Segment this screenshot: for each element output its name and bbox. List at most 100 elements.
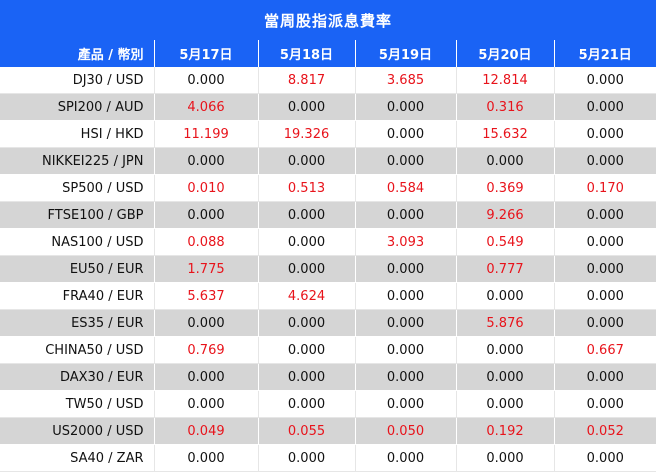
table-row: NAS100 / USD 0.088 0.000 3.093 0.549 0.000 xyxy=(0,228,656,256)
product-cell: SPI200 / AUD xyxy=(0,93,155,121)
rate-cell: 0.055 xyxy=(258,417,356,445)
product-cell: FTSE100 / GBP xyxy=(0,201,155,229)
rate-cell: 0.000 xyxy=(456,147,555,175)
header-row: 產品 / 幣別 5月17日 5月18日 5月19日 5月20日 5月21日 xyxy=(0,40,656,67)
rate-cell: 3.093 xyxy=(355,228,457,256)
rate-cell: 0.000 xyxy=(154,67,259,94)
product-cell: CHINA50 / USD xyxy=(0,336,155,364)
rate-cell: 0.000 xyxy=(456,444,555,472)
rate-cell: 0.000 xyxy=(258,336,356,364)
product-cell: DJ30 / USD xyxy=(0,67,155,94)
table-body: DJ30 / USD 0.000 8.817 3.685 12.814 0.000 SPI2… xyxy=(0,67,656,472)
rate-cell: 5.876 xyxy=(456,309,555,337)
header-product: 產品 / 幣別 xyxy=(0,40,155,67)
rate-cell: 0.000 xyxy=(258,363,356,391)
rate-cell: 5.637 xyxy=(154,282,259,310)
rate-cell: 0.000 xyxy=(554,201,656,229)
rate-cell: 0.000 xyxy=(355,309,457,337)
rate-cell: 4.066 xyxy=(154,93,259,121)
rate-cell: 0.000 xyxy=(554,67,656,94)
product-cell: SP500 / USD xyxy=(0,174,155,202)
product-cell: EU50 / EUR xyxy=(0,255,155,283)
rate-cell: 0.000 xyxy=(258,147,356,175)
product-cell: ES35 / EUR xyxy=(0,309,155,337)
rate-cell: 0.000 xyxy=(456,390,555,418)
rate-cell: 0.000 xyxy=(355,282,457,310)
rate-cell: 0.369 xyxy=(456,174,555,202)
rate-cell: 0.777 xyxy=(456,255,555,283)
rate-cell: 0.000 xyxy=(154,309,259,337)
rate-cell: 0.000 xyxy=(355,147,457,175)
rate-cell: 0.667 xyxy=(554,336,656,364)
product-cell: SA40 / ZAR xyxy=(0,444,155,472)
rate-cell: 0.192 xyxy=(456,417,555,445)
header-date: 5月19日 xyxy=(355,40,457,67)
rate-cell: 0.000 xyxy=(355,363,457,391)
rate-cell: 0.549 xyxy=(456,228,555,256)
table-row: DAX30 / EUR 0.000 0.000 0.000 0.000 0.000 xyxy=(0,363,656,391)
rate-cell: 0.000 xyxy=(258,201,356,229)
rate-cell: 0.000 xyxy=(456,336,555,364)
rate-cell: 0.000 xyxy=(355,336,457,364)
table-row: FRA40 / EUR 5.637 4.624 0.000 0.000 0.000 xyxy=(0,282,656,310)
rate-cell: 0.000 xyxy=(355,201,457,229)
rate-cell: 0.000 xyxy=(258,228,356,256)
product-cell: US2000 / USD xyxy=(0,417,155,445)
rate-cell: 0.000 xyxy=(554,228,656,256)
rate-cell: 0.000 xyxy=(355,444,457,472)
table-row: NIKKEI225 / JPN 0.000 0.000 0.000 0.000 0.000 xyxy=(0,147,656,175)
table-row: US2000 / USD 0.049 0.055 0.050 0.192 0.052 xyxy=(0,417,656,445)
rate-cell: 0.000 xyxy=(554,255,656,283)
table-row: FTSE100 / GBP 0.000 0.000 0.000 9.266 0.000 xyxy=(0,201,656,229)
rate-cell: 0.000 xyxy=(258,255,356,283)
rate-cell: 0.050 xyxy=(355,417,457,445)
rate-cell: 0.000 xyxy=(154,201,259,229)
product-cell: HSI / HKD xyxy=(0,120,155,148)
rate-cell: 0.513 xyxy=(258,174,356,202)
rate-cell: 11.199 xyxy=(154,120,259,148)
rate-cell: 0.000 xyxy=(355,120,457,148)
rate-cell: 0.000 xyxy=(456,363,555,391)
rate-cell: 0.000 xyxy=(154,363,259,391)
rate-cell: 0.000 xyxy=(554,309,656,337)
rate-cell: 0.769 xyxy=(154,336,259,364)
rate-cell: 0.000 xyxy=(554,120,656,148)
table-row: DJ30 / USD 0.000 8.817 3.685 12.814 0.000 xyxy=(0,67,656,94)
rate-cell: 0.000 xyxy=(554,282,656,310)
rate-cell: 0.000 xyxy=(258,390,356,418)
rate-cell: 9.266 xyxy=(456,201,555,229)
rate-cell: 0.000 xyxy=(554,390,656,418)
header-date: 5月21日 xyxy=(554,40,656,67)
rate-cell: 15.632 xyxy=(456,120,555,148)
rate-cell: 0.000 xyxy=(355,390,457,418)
rate-cell: 0.584 xyxy=(355,174,457,202)
table-row: SP500 / USD 0.010 0.513 0.584 0.369 0.170 xyxy=(0,174,656,202)
rate-cell: 0.000 xyxy=(554,444,656,472)
rate-cell: 0.316 xyxy=(456,93,555,121)
rate-cell: 0.170 xyxy=(554,174,656,202)
header-date: 5月20日 xyxy=(456,40,555,67)
header-date: 5月17日 xyxy=(154,40,259,67)
rate-cell: 3.685 xyxy=(355,67,457,94)
product-cell: NAS100 / USD xyxy=(0,228,155,256)
rate-cell: 0.049 xyxy=(154,417,259,445)
table-row: TW50 / USD 0.000 0.000 0.000 0.000 0.000 xyxy=(0,390,656,418)
header-date: 5月18日 xyxy=(258,40,356,67)
rate-cell: 0.088 xyxy=(154,228,259,256)
rate-cell: 1.775 xyxy=(154,255,259,283)
rate-cell: 0.000 xyxy=(554,147,656,175)
table-row: ES35 / EUR 0.000 0.000 0.000 5.876 0.000 xyxy=(0,309,656,337)
product-cell: FRA40 / EUR xyxy=(0,282,155,310)
table-row: HSI / HKD 11.199 19.326 0.000 15.632 0.000 xyxy=(0,120,656,148)
table-title: 當周股指派息費率 xyxy=(0,0,656,40)
table-row: EU50 / EUR 1.775 0.000 0.000 0.777 0.000 xyxy=(0,255,656,283)
rate-cell: 0.000 xyxy=(258,444,356,472)
table-row: SA40 / ZAR 0.000 0.000 0.000 0.000 0.000 xyxy=(0,444,656,472)
rate-cell: 0.000 xyxy=(154,444,259,472)
table-row: CHINA50 / USD 0.769 0.000 0.000 0.000 0.667 xyxy=(0,336,656,364)
rate-cell: 0.000 xyxy=(355,255,457,283)
rate-cell: 19.326 xyxy=(258,120,356,148)
rate-cell: 0.000 xyxy=(456,282,555,310)
rate-cell: 0.000 xyxy=(154,147,259,175)
